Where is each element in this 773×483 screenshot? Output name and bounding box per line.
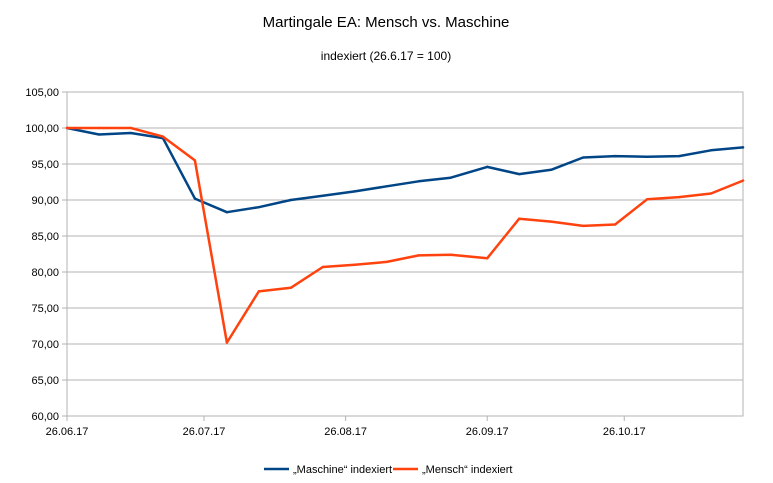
data-point [97, 133, 101, 136]
data-point [709, 192, 713, 195]
data-point [741, 179, 745, 182]
data-point [581, 156, 585, 159]
y-tick-label: 90,00 [31, 195, 59, 207]
legend-label: „Mensch“ indexiert [422, 464, 512, 476]
data-point [289, 286, 293, 290]
y-tick-label: 80,00 [31, 267, 59, 279]
data-point [645, 155, 649, 158]
data-point [549, 220, 553, 223]
y-tick-label: 70,00 [31, 339, 59, 351]
data-point [517, 217, 521, 220]
data-point [257, 290, 261, 293]
x-axis-ticks: 26.06.17 26.07.17 26.08.17 26.09.17 26.10.17 [46, 416, 646, 438]
data-point [321, 194, 324, 197]
data-point [257, 206, 261, 209]
data-point [613, 154, 617, 158]
data-point [486, 257, 489, 260]
legend-label: „Maschine“ indexiert [293, 464, 392, 476]
data-point [353, 190, 356, 193]
series-points-2 [65, 126, 745, 344]
y-axis-ticks: 60,00 65,00 70,00 75,00 80,00 85,00 90,00 95,00… [25, 87, 67, 423]
data-point [193, 159, 197, 162]
data-point [613, 223, 617, 226]
data-point [709, 149, 713, 152]
data-point [417, 254, 420, 257]
y-tick-label: 75,00 [31, 303, 59, 315]
data-point [581, 224, 585, 228]
plot-area [66, 91, 744, 417]
data-point [161, 135, 165, 138]
data-point [645, 198, 649, 201]
data-point [449, 176, 452, 179]
series-lines [65, 126, 745, 344]
data-point [225, 211, 229, 214]
y-tick-label: 85,00 [31, 231, 59, 243]
data-point [97, 126, 101, 130]
data-point [65, 126, 69, 130]
x-tick-label: 26.09.17 [466, 426, 509, 438]
chart-subtitle: indexiert (26.6.17 = 100) [321, 49, 451, 63]
legend: „Maschine“ indexiert „Mensch“ indexiert [264, 464, 512, 476]
y-tick-label: 100,00 [25, 123, 59, 135]
data-point [321, 265, 324, 269]
series-line-1 [65, 126, 745, 214]
y-tick-label: 60,00 [31, 411, 59, 423]
series-line-2 [65, 126, 745, 344]
x-tick-label: 26.08.17 [324, 426, 367, 438]
x-tick-label: 26.06.17 [46, 426, 89, 438]
data-point [129, 126, 133, 130]
data-point [353, 263, 356, 266]
data-point [385, 260, 388, 264]
legend-item-2: „Mensch“ indexiert [393, 464, 512, 476]
data-point [677, 154, 681, 158]
data-point [129, 131, 133, 135]
data-point [289, 198, 293, 202]
y-tick-label: 95,00 [31, 159, 59, 171]
data-point [449, 253, 452, 256]
data-point [385, 185, 388, 188]
y-tick-label: 65,00 [31, 375, 59, 387]
x-tick-label: 26.07.17 [183, 426, 226, 438]
data-point [486, 165, 489, 169]
data-point [677, 195, 681, 199]
data-point [225, 341, 229, 344]
y-tick-label: 105,00 [25, 87, 59, 99]
legend-item-1: „Maschine“ indexiert [264, 464, 392, 476]
x-tick-label: 26.10.17 [603, 426, 646, 438]
chart-title: Martingale EA: Mensch vs. Maschine [263, 14, 510, 31]
data-point [417, 180, 420, 183]
data-point [193, 197, 197, 200]
data-point [517, 172, 521, 176]
data-point [741, 146, 745, 149]
data-point [549, 168, 553, 171]
